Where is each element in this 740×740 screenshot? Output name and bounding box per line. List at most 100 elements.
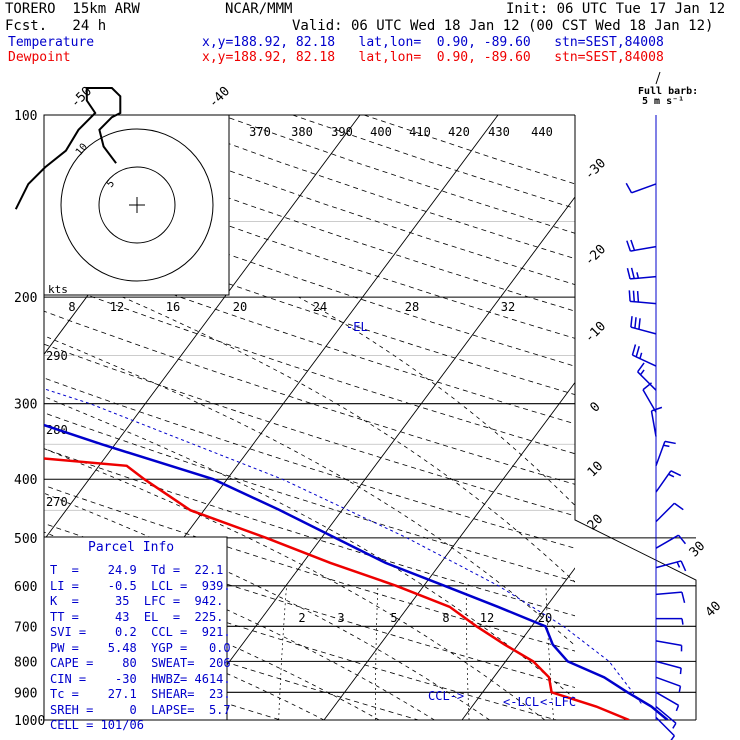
isotherm-label-right: -10 xyxy=(582,319,609,346)
moist-adiabat xyxy=(44,531,435,720)
wind-barb xyxy=(650,406,663,437)
barb-half-flag xyxy=(678,686,682,693)
theta-left-label: 270 xyxy=(46,495,68,509)
barb-staff xyxy=(630,300,657,305)
barb-flag xyxy=(670,470,682,477)
wind-barb xyxy=(626,267,657,280)
hodograph-speed-label: kts xyxy=(48,283,68,296)
mixing-ratio-label: 5 xyxy=(390,611,397,625)
pressure-tick-1000: 1000 xyxy=(14,714,45,729)
parcel-info-row: CELL = 101/06 xyxy=(50,718,144,732)
barb-flag xyxy=(638,318,641,330)
isotherm-label-right: 0 xyxy=(587,399,603,415)
barb-half-flag xyxy=(681,618,684,625)
barb-half-flag xyxy=(668,473,675,478)
isotherm-label-right: -30 xyxy=(582,156,609,183)
dry-adiabat xyxy=(44,448,575,617)
wind-barb xyxy=(655,534,687,549)
barb-staff xyxy=(655,691,679,706)
wind-barb xyxy=(655,716,675,740)
barb-half-flag xyxy=(639,352,643,359)
pressure-tick-300: 300 xyxy=(14,398,37,413)
speed-tick-label: 16 xyxy=(166,300,180,314)
wind-barb xyxy=(642,382,657,413)
parcel-info-row: SVI = 0.2 CCL = 921. xyxy=(50,625,231,639)
moist-adiabat xyxy=(44,396,575,700)
barb-flag xyxy=(634,317,637,329)
parcel-info-row: LI = -0.5 LCL = 939. xyxy=(50,578,231,593)
pressure-tick-200: 200 xyxy=(14,291,37,306)
wind-barb xyxy=(655,591,686,603)
mixing-ratio-line xyxy=(374,585,379,720)
lower-plot-border xyxy=(574,480,697,720)
theta-label: 440 xyxy=(531,125,553,139)
dry-adiabat xyxy=(44,216,575,396)
barb-flag xyxy=(626,240,632,252)
barb-staff xyxy=(655,660,682,669)
barb-staff xyxy=(650,410,657,437)
barb-staff xyxy=(655,560,682,569)
barb-staff xyxy=(632,354,657,367)
theta-label: 400 xyxy=(370,125,392,139)
dry-adiabat xyxy=(44,412,575,582)
mixing-ratio-label: 8 xyxy=(442,611,449,625)
barb-flag xyxy=(631,344,637,356)
barb-half-flag xyxy=(675,705,680,712)
barb-flag xyxy=(680,560,687,572)
wind-barb xyxy=(655,440,676,467)
barb-flag xyxy=(625,182,633,194)
barb-flag xyxy=(632,290,635,302)
dewpoint-profile xyxy=(44,457,630,720)
wind-barb xyxy=(655,691,680,712)
isotherm xyxy=(44,115,361,541)
barb-flag xyxy=(637,362,645,373)
barb-staff xyxy=(630,326,657,335)
speed-tick-label: 24 xyxy=(313,300,327,314)
barb-half-flag xyxy=(663,444,670,448)
dewpoint-location: x,y=188.92, 82.18 lat,lon= 0.90, -89.60 … xyxy=(202,50,664,65)
wind-barb-column: Full barb:5 m s⁻¹ xyxy=(625,71,698,740)
barb-half-flag xyxy=(672,722,677,729)
center-label: NCAR/MMM xyxy=(225,1,293,17)
barb-half-flag xyxy=(639,369,645,376)
barb-flag xyxy=(635,346,640,358)
barb-legend-line1: Full barb: xyxy=(638,86,698,97)
init-time: Init: 06 UTC Tue 17 Jan 12 xyxy=(506,1,726,17)
pressure-tick-700: 700 xyxy=(14,620,37,635)
wind-barb xyxy=(655,470,682,493)
barb-staff xyxy=(655,441,666,467)
isotherm xyxy=(461,567,575,720)
isotherm xyxy=(600,115,740,720)
hodograph-ring-label: 5 xyxy=(105,178,117,190)
wind-barb xyxy=(626,239,657,252)
parcel-info-frame xyxy=(43,536,228,721)
theta-label: 390 xyxy=(331,125,353,139)
barb-half-flag xyxy=(679,668,682,675)
parcel-info-row: CIN = -30 HWBZ= 4614. xyxy=(50,671,231,686)
temperature-legend: Temperature xyxy=(8,35,95,50)
theta-label: 410 xyxy=(409,125,431,139)
wind-barb xyxy=(655,560,687,572)
speed-tick-label: 28 xyxy=(405,300,419,314)
pressure-tick-100: 100 xyxy=(14,109,37,124)
barb-half-flag xyxy=(636,272,640,279)
barb-legend-sample xyxy=(655,71,661,85)
barb-flag xyxy=(681,591,686,603)
dry-adiabat xyxy=(44,247,575,425)
mixing-ratio-label: 20 xyxy=(538,611,552,625)
barb-staff xyxy=(655,705,677,724)
isotherm xyxy=(185,196,575,720)
barb-staff xyxy=(655,591,682,596)
parcel-info-row: TT = 43 EL = 225. xyxy=(50,609,224,624)
barb-staff xyxy=(655,716,675,737)
level-annotations: -EL <-LFC<-LCL CCL-> xyxy=(346,320,576,709)
pressure-tick-600: 600 xyxy=(14,580,37,595)
barb-staff xyxy=(642,389,657,413)
wind-barb xyxy=(625,182,657,194)
isotherm-label-right: 20 xyxy=(585,512,607,534)
dry-adiabat xyxy=(44,278,575,455)
theta-label: 370 xyxy=(249,125,271,139)
mixing-ratio-line xyxy=(545,585,555,720)
dry-adiabat xyxy=(0,115,5,720)
barb-staff xyxy=(637,371,657,391)
